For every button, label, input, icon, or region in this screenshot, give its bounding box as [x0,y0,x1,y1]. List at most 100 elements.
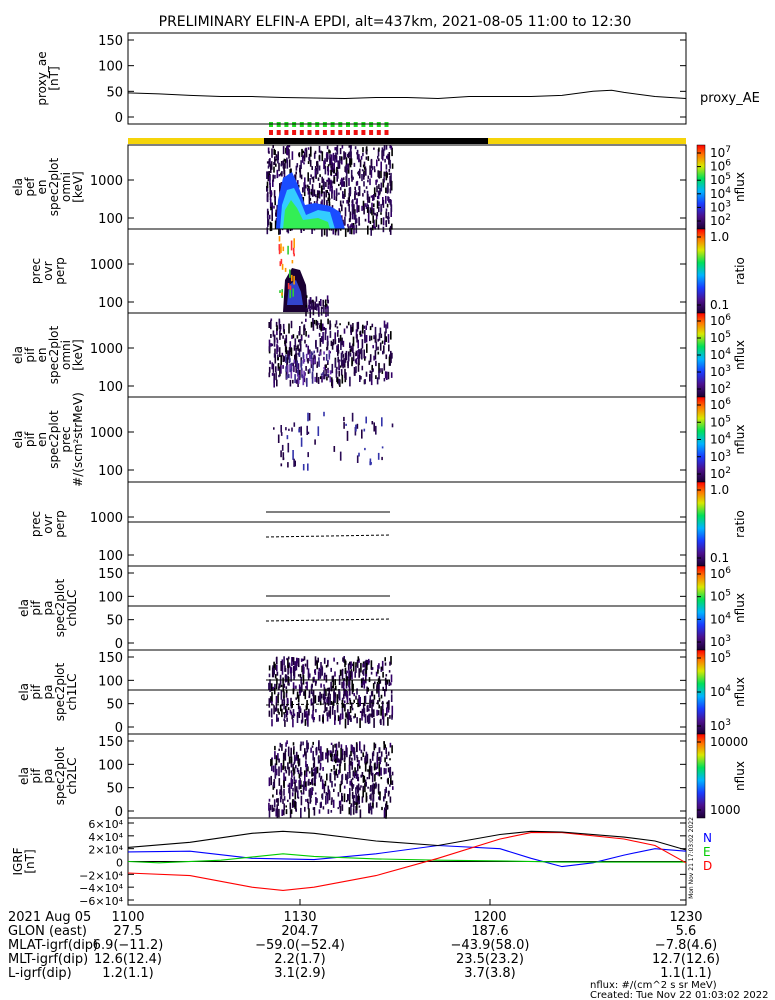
spec1-speckle [373,203,375,208]
colorbar-tick-exp: 3 [725,718,731,728]
status-bar-black [264,138,488,144]
spec1-speckle [329,150,331,154]
spec8-speckle [290,779,293,789]
y-tick-label: 50 [106,782,123,797]
spec8-speckle [274,773,277,777]
spec7-speckle [284,720,286,727]
spec1-speckle [376,212,379,217]
spec1-speckle [310,174,312,177]
spec8-speckle [322,767,324,771]
spec1-speckle [314,150,317,154]
spec1-speckle [333,190,336,200]
spec1-speckle [344,153,346,157]
spec1-speckle [389,225,392,235]
spec7-speckle [290,667,293,674]
spec3-speckle [358,349,360,353]
spec7-speckle [371,691,373,697]
spec1-speckle [336,166,338,176]
spec1-speckle [378,206,380,213]
spec7-speckle [342,657,344,662]
spec8-speckle [387,763,390,766]
spec8-speckle [293,781,295,784]
spec7-speckle [360,678,363,688]
spec7-speckle [377,710,380,716]
spec8-speckle [313,807,316,816]
spec1-speckle [323,191,326,201]
spec3-speckle [332,339,335,346]
spec1-speckle [361,169,364,172]
spec8-speckle [385,768,387,774]
spec1-speckle [309,159,312,167]
spec3-speckle [339,365,342,368]
spec8-speckle [287,762,289,770]
spec3-speckle-purple [314,376,316,382]
spec4-speckle [282,457,285,460]
spec7-speckle [296,712,299,717]
spec4-speckle [288,428,290,431]
spec8-speckle [304,748,306,756]
spec7-speckle [385,674,388,677]
spec1-speckle [361,174,363,182]
spec7-speckle [329,715,331,719]
spec1-speckle [333,163,335,170]
status-dot-red [276,130,281,135]
spec8-speckle [368,803,370,814]
spec8-speckle [320,777,322,782]
spec8-speckle [347,794,349,801]
spec3-speckle [296,335,299,339]
spec8-speckle [320,801,322,808]
spec7-speckle [293,713,296,717]
spec2-speckle [321,306,323,309]
spec3-speckle-purple [300,363,302,368]
spec1-speckle [328,149,330,154]
spec3-speckle [342,340,345,347]
spec1-speckle [344,188,346,197]
spec3-speckle [385,336,387,342]
spec3-speckle [301,321,303,324]
spec1-speckle [266,171,268,179]
y-axis-label-line: en [35,348,49,363]
spec8-speckle [362,789,364,798]
spec3-speckle [344,368,346,378]
spec8-speckle [384,793,386,799]
spec1-speckle [328,178,331,185]
spec3-speckle [348,351,350,356]
spec7-speckle [270,708,273,718]
spec8-speckle [376,763,379,769]
spec1-speckle [356,149,359,160]
spec7-speckle [362,677,364,685]
spec4-speckle [375,425,377,435]
spec8-speckle [290,756,293,763]
spec3-speckle [381,370,384,374]
colorbar-tick-exp: 6 [725,313,731,323]
spec2-speckle [320,299,322,307]
y-axis-label-line: spec2plot [53,578,67,637]
spec3-speckle [374,326,377,337]
spec8-speckle [379,791,381,801]
colorbar-unit: nflux [733,425,747,455]
spec8-speckle [387,777,389,785]
spec3-speckle [373,355,375,361]
spec8-speckle [371,752,374,761]
spec1-speckle [315,194,317,198]
colorbar-tick-exp: 5 [725,414,731,424]
spec3-speckle [316,361,319,366]
spec1-speckle [316,190,319,196]
spec1-speckle [311,166,313,170]
spec8-speckle [380,767,382,776]
spec4-speckle [333,446,336,452]
spec7-speckle [285,692,288,698]
spec3-speckle [359,375,361,382]
spec7-speckle [344,667,347,672]
spec7-speckle [277,692,280,696]
spec8-speckle [373,783,376,790]
spec8-speckle [294,755,296,762]
spec4-speckle [356,455,359,463]
spec7-speckle [323,696,325,704]
spec1-speckle [280,163,283,167]
spec3-speckle [285,334,288,344]
spec7-speckle [271,719,273,727]
spec8-speckle [355,770,358,779]
spec8-speckle [389,784,391,787]
